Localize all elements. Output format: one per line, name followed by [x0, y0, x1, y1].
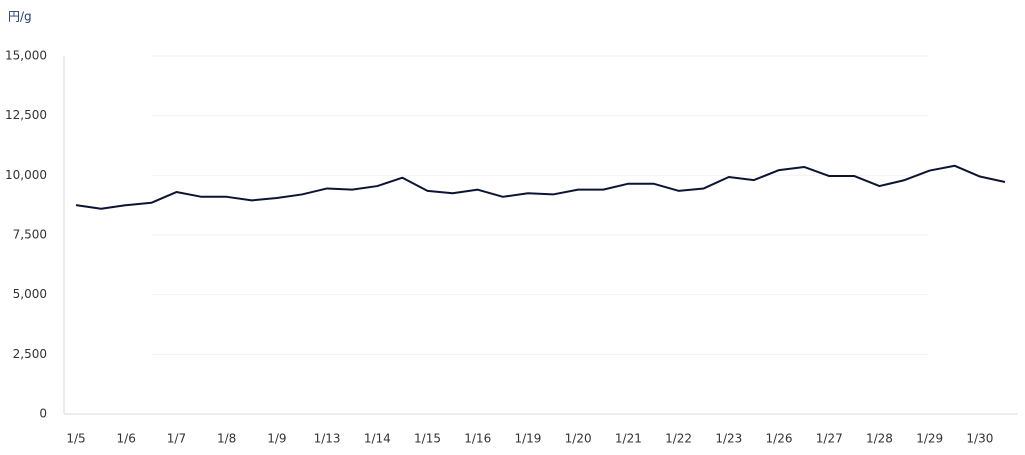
- y-tick-label: 10,000: [5, 168, 47, 182]
- x-tick-label: 1/22: [665, 432, 692, 446]
- x-tick-label: 1/13: [314, 432, 341, 446]
- x-tick-label: 1/14: [364, 432, 391, 446]
- price-line: [75, 164, 1006, 210]
- x-tick-label: 1/28: [866, 432, 893, 446]
- x-tick-label: 1/30: [966, 432, 993, 446]
- x-tick-label: 1/29: [916, 432, 943, 446]
- y-tick-label: 0: [39, 407, 47, 421]
- x-tick-label: 1/7: [167, 432, 186, 446]
- y-tick-label: 2,500: [13, 347, 47, 361]
- x-tick-label: 1/6: [117, 432, 136, 446]
- x-tick-label: 1/9: [267, 432, 286, 446]
- x-tick-label: 1/5: [66, 432, 85, 446]
- y-tick-label: 7,500: [13, 228, 47, 242]
- x-tick-label: 1/20: [565, 432, 592, 446]
- y-tick-label: 5,000: [13, 287, 47, 301]
- y-tick-label: 15,000: [5, 49, 47, 63]
- x-tick-label: 1/27: [816, 432, 843, 446]
- x-tick-label: 1/26: [766, 432, 793, 446]
- x-tick-label: 1/21: [615, 432, 642, 446]
- x-tick-label: 1/19: [514, 432, 541, 446]
- x-tick-label: 1/16: [464, 432, 491, 446]
- y-axis-title: 円/g: [8, 10, 32, 24]
- x-tick-label: 1/8: [217, 432, 236, 446]
- x-tick-label: 1/15: [414, 432, 441, 446]
- y-tick-label: 12,500: [5, 108, 47, 122]
- x-tick-label: 1/23: [715, 432, 742, 446]
